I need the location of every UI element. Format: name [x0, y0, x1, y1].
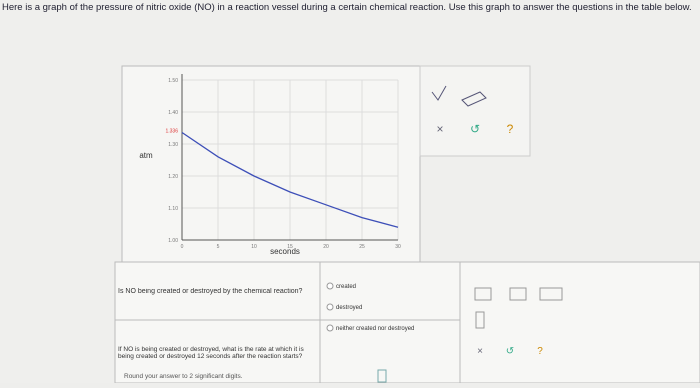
tool-button[interactable]: ×	[436, 122, 443, 136]
intro-text: Here is a graph of the pressure of nitri…	[2, 2, 692, 13]
tool-button[interactable]: ↺	[470, 122, 480, 136]
y-tick-label: 1.20	[168, 174, 178, 180]
q1-box: Is NO being created or destroyed by the …	[118, 288, 303, 295]
question: Is NO being created or destroyed by the …	[118, 288, 303, 295]
x-tick-label: 5	[217, 244, 220, 250]
x-tick-label: 10	[251, 244, 257, 250]
tool-button[interactable]: ×	[477, 346, 483, 357]
y-tick-label: 1.50	[168, 78, 178, 84]
tool-button[interactable]: ?	[507, 122, 514, 136]
x-tick-label: 15	[287, 244, 293, 250]
option-label: neither created nor destroyed	[336, 326, 414, 332]
tool-button[interactable]: ?	[537, 346, 543, 357]
format-button[interactable]	[475, 311, 485, 329]
answer-table	[114, 261, 700, 384]
tool-button[interactable]: ↺	[506, 346, 514, 357]
line	[181, 131, 399, 228]
option-label: created	[336, 284, 356, 290]
x-tick-label: 0	[181, 244, 184, 250]
hint: Round your answer to 2 significant digit…	[124, 373, 243, 380]
x-tick-label: 20	[323, 244, 329, 250]
q2-box: If NO is being created or destroyed, wha…	[118, 346, 304, 360]
radio[interactable]	[326, 303, 334, 311]
radio[interactable]	[326, 324, 334, 332]
tool-panel	[419, 65, 531, 157]
annotation: 1.336	[165, 128, 178, 134]
y-tick-label: 1.40	[168, 110, 178, 116]
answer-input[interactable]	[377, 369, 387, 383]
x-tick-label: 25	[359, 244, 365, 250]
graph-panel	[121, 65, 421, 263]
y-tick-label: 1.30	[168, 142, 178, 148]
y-tick-label: 1.00	[168, 238, 178, 244]
y-axis-label: atm	[139, 151, 153, 160]
option-label: destroyed	[336, 305, 362, 311]
intro-box: Here is a graph of the pressure of nitri…	[2, 2, 692, 13]
x-tick-label: 30	[395, 244, 401, 250]
format-button[interactable]	[474, 287, 492, 301]
question: If NO is being created or destroyed, wha…	[118, 346, 304, 360]
y-tick-label: 1.10	[168, 206, 178, 212]
x-axis-label: seconds	[270, 247, 300, 256]
format-button[interactable]	[509, 287, 527, 301]
draw-icons[interactable]	[431, 85, 487, 107]
radio[interactable]	[326, 282, 334, 290]
format-button[interactable]	[539, 287, 563, 301]
